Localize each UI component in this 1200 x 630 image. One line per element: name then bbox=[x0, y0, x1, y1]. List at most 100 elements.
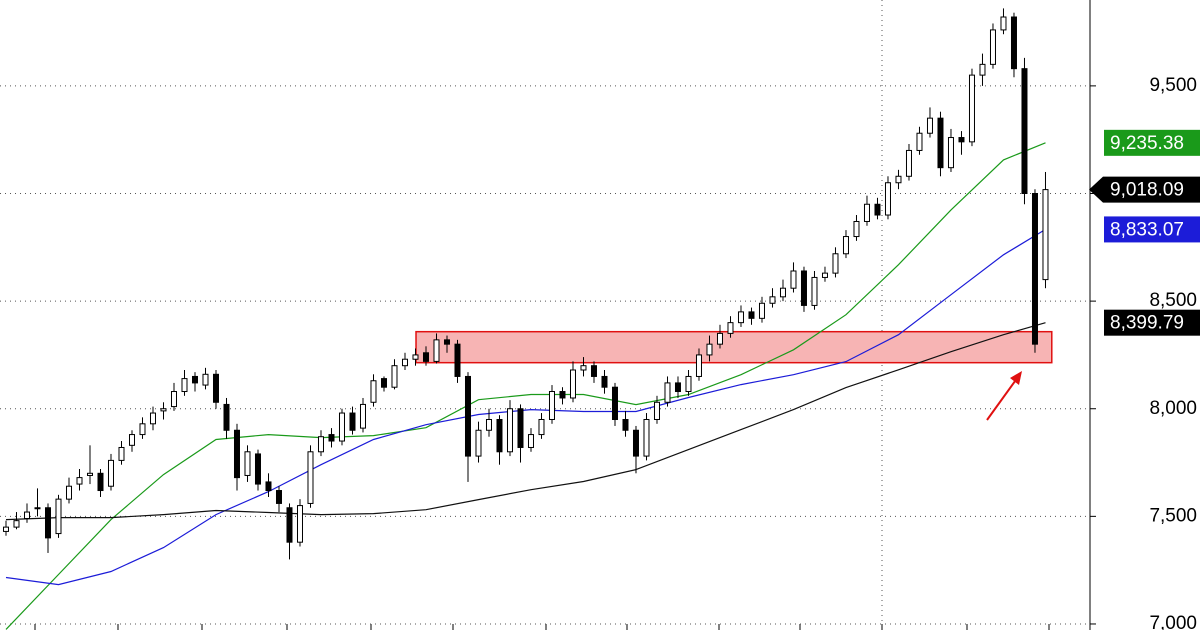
candle-body bbox=[538, 418, 545, 436]
candle-body bbox=[97, 472, 104, 492]
candle-body bbox=[412, 354, 419, 360]
candle-body bbox=[695, 354, 702, 377]
candle-body bbox=[2, 526, 9, 532]
candle-body bbox=[296, 505, 303, 543]
candle-body bbox=[223, 403, 230, 431]
candle-body bbox=[758, 302, 765, 319]
candle-body bbox=[307, 451, 314, 504]
candle-body bbox=[737, 311, 744, 324]
candle-body bbox=[233, 429, 240, 479]
candle-body bbox=[790, 270, 797, 289]
candle-body bbox=[979, 63, 986, 76]
candle-body bbox=[853, 220, 860, 238]
candle-body bbox=[55, 498, 62, 535]
candle-body bbox=[622, 418, 629, 431]
candle-body bbox=[254, 453, 261, 485]
candle-body bbox=[380, 378, 387, 388]
candle-body bbox=[727, 322, 734, 334]
candle-body bbox=[128, 434, 135, 446]
candle-body bbox=[884, 182, 891, 216]
price-tag bbox=[1104, 309, 1200, 336]
highlight-zone bbox=[415, 330, 1053, 364]
candle-body bbox=[34, 507, 41, 510]
candle-body bbox=[674, 382, 681, 393]
price-tag-label: 9,235.38 bbox=[1110, 133, 1184, 154]
y-tick-label: 8,500 bbox=[1149, 290, 1197, 311]
y-tick-label: 8,000 bbox=[1149, 398, 1197, 419]
y-tick-label: 9,500 bbox=[1149, 75, 1197, 96]
candle-body bbox=[643, 418, 650, 457]
candle-body bbox=[265, 481, 272, 492]
candle-body bbox=[601, 375, 608, 388]
annotation-arrow-head bbox=[1010, 371, 1022, 385]
price-tag-label: 8,399.79 bbox=[1110, 313, 1184, 334]
candle-body bbox=[548, 391, 555, 420]
candle-body bbox=[506, 408, 513, 453]
candle-body bbox=[433, 339, 440, 362]
candle-body bbox=[517, 408, 524, 448]
y-tick-label: 7,500 bbox=[1149, 505, 1197, 526]
candle-body bbox=[685, 375, 692, 393]
candle-body bbox=[895, 175, 902, 184]
candle-body bbox=[989, 29, 996, 65]
candle-body bbox=[947, 137, 954, 169]
candle-body bbox=[569, 369, 576, 399]
candle-body bbox=[107, 459, 114, 487]
candle-body bbox=[821, 272, 828, 278]
candle-body bbox=[191, 375, 198, 384]
y-tick-label: 7,000 bbox=[1149, 613, 1197, 630]
candle-body bbox=[958, 137, 965, 143]
candle-body bbox=[716, 332, 723, 345]
candle-body bbox=[485, 418, 492, 431]
candle-body bbox=[874, 203, 881, 216]
candle-body bbox=[275, 490, 282, 504]
candle-body bbox=[653, 401, 660, 420]
candle-body bbox=[1042, 189, 1049, 281]
candle-body bbox=[244, 451, 251, 476]
candle-body bbox=[1031, 192, 1038, 345]
candle-body bbox=[706, 343, 713, 356]
candle-body bbox=[769, 296, 776, 304]
candle-body bbox=[527, 434, 534, 448]
x-tick-marks bbox=[34, 624, 1050, 630]
candle-body bbox=[937, 117, 944, 169]
price-tag-label: 8,833.07 bbox=[1110, 219, 1184, 240]
candle-body bbox=[611, 386, 618, 420]
candle-body bbox=[65, 485, 72, 500]
candle-body bbox=[464, 375, 471, 457]
price-tag-label: 9,018.09 bbox=[1110, 180, 1184, 201]
candle-body bbox=[916, 132, 923, 151]
candle-body bbox=[811, 276, 818, 306]
candle-body bbox=[832, 253, 839, 274]
price-tag bbox=[1104, 216, 1200, 243]
candle-body bbox=[800, 270, 807, 306]
price-tag bbox=[1089, 176, 1200, 203]
moving-average-line bbox=[5, 322, 1046, 521]
moving-average-line bbox=[5, 228, 1046, 586]
candle-body bbox=[926, 117, 933, 134]
candle-body bbox=[1010, 16, 1017, 70]
candle-body bbox=[590, 365, 597, 377]
annotation-arrow bbox=[986, 376, 1019, 421]
candle-body bbox=[317, 436, 324, 453]
candle-body bbox=[338, 412, 345, 442]
candle-body bbox=[349, 412, 356, 431]
candle-body bbox=[118, 446, 125, 461]
candle-body bbox=[1000, 16, 1007, 31]
candle-body bbox=[202, 373, 209, 386]
candle-body bbox=[212, 373, 219, 403]
candle-body bbox=[401, 358, 408, 367]
moving-average-line bbox=[5, 142, 1046, 630]
candle-body bbox=[842, 236, 849, 255]
candle-body bbox=[496, 418, 503, 453]
candle-body bbox=[328, 434, 335, 442]
candle-body bbox=[139, 423, 146, 436]
candle-body bbox=[170, 391, 177, 408]
candle-body bbox=[286, 507, 293, 543]
candle-body bbox=[1021, 68, 1028, 194]
candle-body bbox=[905, 149, 912, 177]
candle-body bbox=[968, 74, 975, 143]
candle-body bbox=[13, 520, 20, 528]
